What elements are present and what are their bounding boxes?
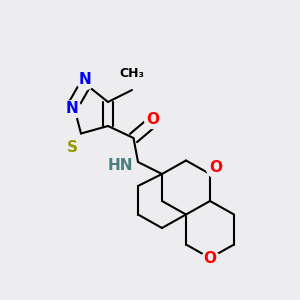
Text: O: O [146, 112, 160, 127]
Text: S: S [67, 140, 77, 154]
Text: N: N [79, 72, 92, 87]
Text: CH₃: CH₃ [119, 67, 145, 80]
Text: HN: HN [107, 158, 133, 172]
Text: O: O [209, 160, 222, 175]
Text: N: N [66, 101, 78, 116]
Text: O: O [203, 251, 217, 266]
